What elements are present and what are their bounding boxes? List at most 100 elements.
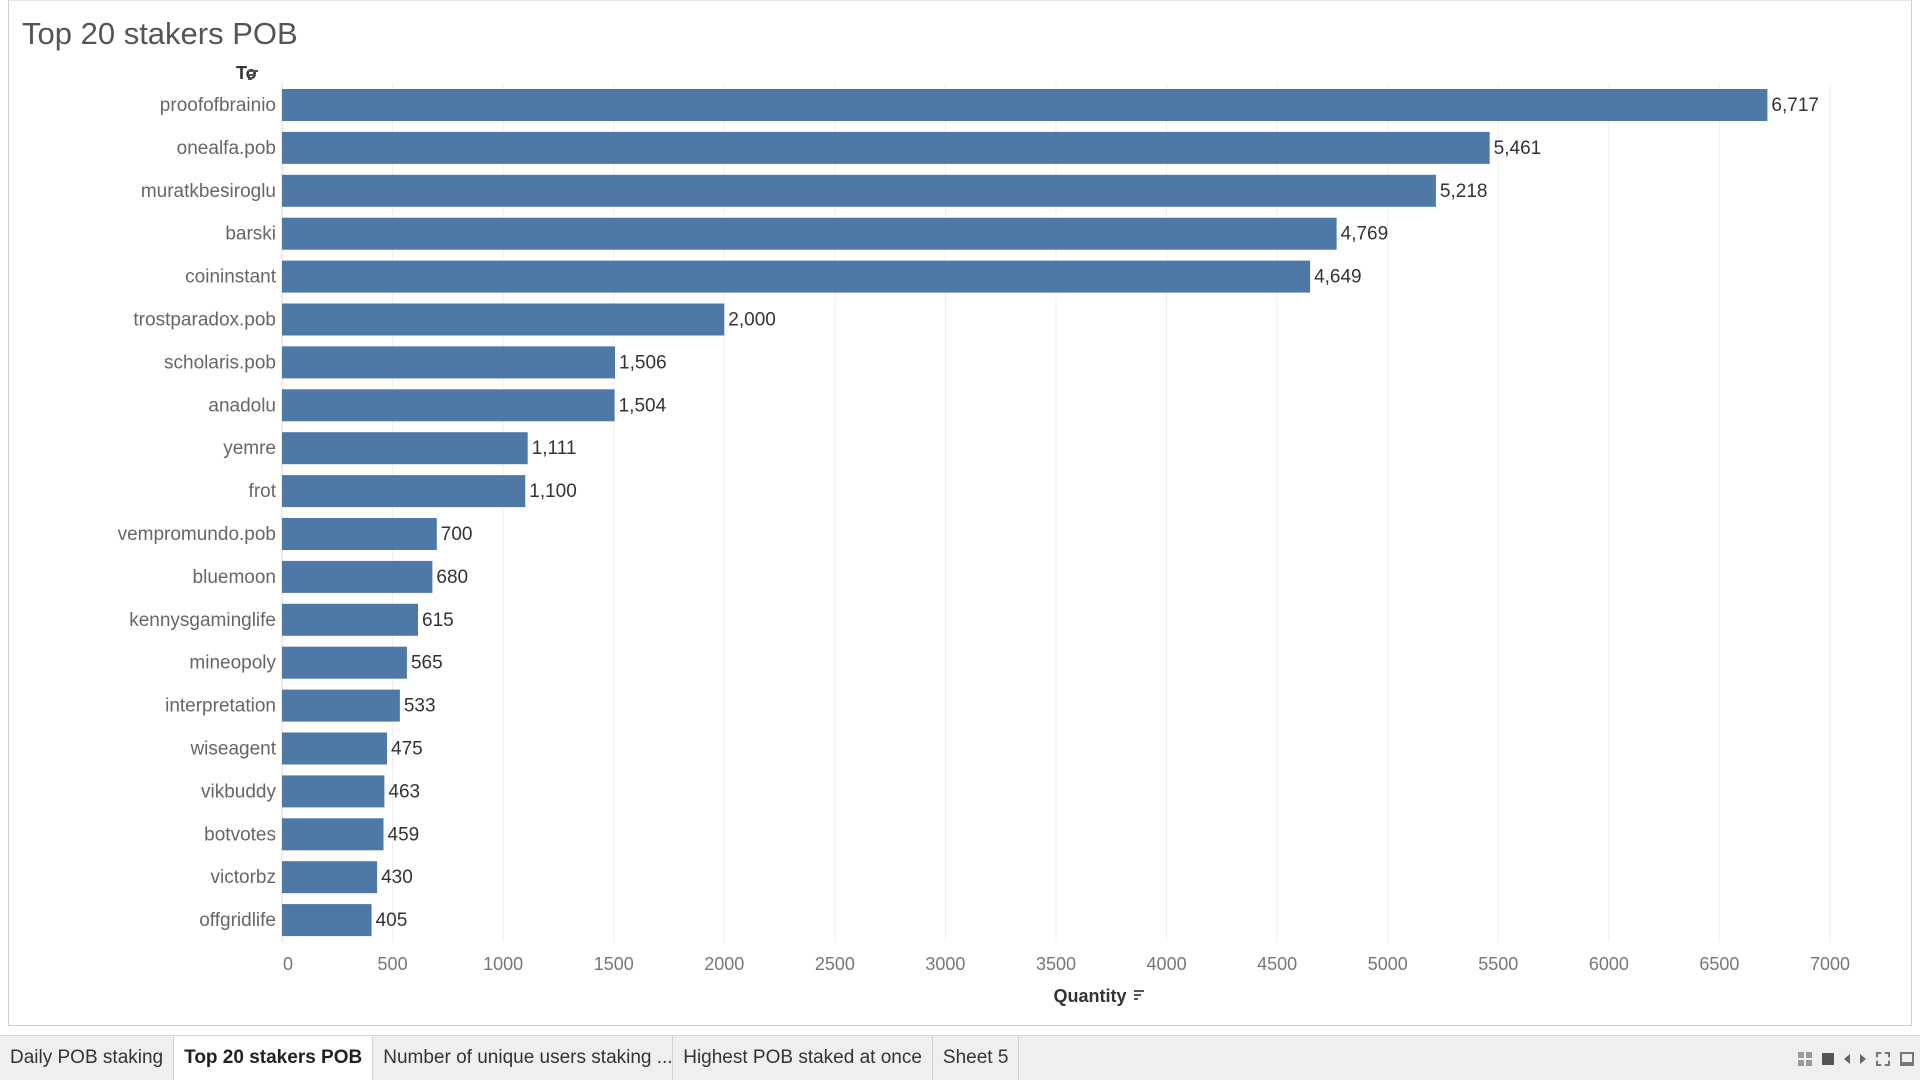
category-label[interactable]: kennysgaminglife	[129, 610, 276, 631]
x-tick-label: 7000	[1810, 954, 1850, 974]
category-label[interactable]: barski	[225, 224, 276, 245]
value-label: 4,649	[1314, 267, 1362, 288]
tab-top-20-stakers-pob[interactable]: Top 20 stakers POB	[174, 1036, 374, 1080]
bar-frot[interactable]	[282, 475, 526, 508]
value-label: 615	[422, 610, 454, 631]
bar-muratkbesiroglu[interactable]	[282, 174, 1436, 207]
value-label: 4,769	[1341, 224, 1389, 245]
category-label[interactable]: botvotes	[204, 824, 276, 845]
presentation-mode-icon[interactable]	[1900, 1052, 1914, 1066]
bar-victorbz[interactable]	[282, 861, 378, 894]
x-tick-label: 1000	[483, 954, 523, 974]
value-label: 405	[376, 910, 408, 931]
bar-wiseagent[interactable]	[282, 732, 388, 765]
value-label: 1,100	[529, 481, 577, 502]
tab-sheet-5[interactable]: Sheet 5	[933, 1036, 1020, 1080]
category-label[interactable]: interpretation	[165, 696, 276, 717]
category-label[interactable]: anadolu	[208, 395, 276, 416]
bar-mineopoly[interactable]	[282, 646, 407, 679]
x-tick-label: 2000	[704, 954, 744, 974]
x-tick-label: 3000	[925, 954, 965, 974]
value-label: 459	[388, 824, 420, 845]
bar-interpretation[interactable]	[282, 689, 400, 722]
bars	[282, 89, 1768, 937]
x-tick-label: 0	[283, 954, 293, 974]
bar-anadolu[interactable]	[282, 389, 615, 422]
bar-scholaris.pob[interactable]	[282, 346, 616, 379]
value-label: 1,504	[619, 395, 667, 416]
fullscreen-icon[interactable]	[1876, 1052, 1890, 1066]
x-tick-label: 6500	[1699, 954, 1739, 974]
value-labels: 6,717 5,461 5,218 4,769 4,649 2,000 1,506 1,504…	[376, 95, 1819, 931]
category-label[interactable]: trostparadox.pob	[133, 310, 276, 331]
category-label[interactable]: coininstant	[185, 267, 277, 288]
value-label: 680	[436, 567, 468, 588]
value-label: 2,000	[728, 310, 776, 331]
bar-proofofbrainio[interactable]	[282, 89, 1768, 121]
category-label[interactable]: vempromundo.pob	[118, 524, 276, 545]
bar-coininstant[interactable]	[282, 260, 1311, 293]
bar-botvotes[interactable]	[282, 818, 384, 851]
category-label[interactable]: victorbz	[211, 867, 276, 888]
bar-chart: proofofbrainio onealfa.pob muratkbesiroglu…	[118, 63, 1850, 1006]
value-label: 1,111	[532, 438, 577, 459]
x-tick-label: 5500	[1478, 954, 1518, 974]
category-label[interactable]: onealfa.pob	[177, 138, 276, 159]
grid-view-icon[interactable]	[1798, 1052, 1812, 1066]
value-label: 430	[381, 867, 413, 888]
bar-barski[interactable]	[282, 217, 1337, 250]
sort-icon[interactable]	[1134, 990, 1144, 1000]
category-label[interactable]: bluemoon	[193, 567, 276, 588]
bar-trostparadox.pob[interactable]	[282, 303, 725, 336]
category-label[interactable]: proofofbrainio	[160, 95, 276, 116]
bar-bluemoon[interactable]	[282, 560, 433, 593]
bar-yemre[interactable]	[282, 432, 528, 465]
sheet-navigation	[1798, 1047, 1914, 1071]
x-tick-label: 2500	[815, 954, 855, 974]
value-label: 6,717	[1771, 95, 1819, 116]
value-label: 5,218	[1440, 181, 1488, 202]
category-label[interactable]: wiseagent	[189, 739, 276, 760]
arrow-left-icon[interactable]	[1844, 1054, 1850, 1064]
category-labels: proofofbrainio onealfa.pob muratkbesiroglu…	[118, 95, 277, 931]
bar-onealfa.pob[interactable]	[282, 131, 1490, 164]
value-label: 700	[441, 524, 473, 545]
sort-icon[interactable]	[248, 70, 258, 80]
viz-frame	[8, 0, 1912, 1026]
bar-offgridlife[interactable]	[282, 904, 372, 937]
value-label: 463	[388, 781, 420, 802]
y-axis-title[interactable]: To	[236, 63, 257, 83]
value-label: 475	[391, 739, 423, 760]
category-label[interactable]: scholaris.pob	[164, 352, 276, 373]
tab-daily-pob-staking[interactable]: Daily POB staking	[0, 1036, 175, 1080]
bar-kennysgaminglife[interactable]	[282, 603, 419, 636]
bar-vikbuddy[interactable]	[282, 775, 385, 808]
category-label[interactable]: vikbuddy	[201, 781, 276, 802]
x-tick-label: 1500	[594, 954, 634, 974]
x-tick-label: 4000	[1147, 954, 1187, 974]
x-tick-label: 3500	[1036, 954, 1076, 974]
category-label[interactable]: frot	[249, 481, 277, 502]
arrow-right-icon[interactable]	[1860, 1054, 1866, 1064]
sheet-tab-strip: Daily POB staking Top 20 stakers POB Num…	[0, 1035, 1920, 1080]
category-label[interactable]: muratkbesiroglu	[141, 181, 276, 202]
gridlines	[281, 84, 1831, 942]
tab-unique-users-staking[interactable]: Number of unique users staking ...	[373, 1036, 674, 1080]
category-label[interactable]: offgridlife	[199, 910, 276, 931]
x-tick-label: 500	[378, 954, 408, 974]
bar-vempromundo.pob[interactable]	[282, 518, 437, 550]
value-label: 533	[404, 696, 436, 717]
tab-highest-pob-staked[interactable]: Highest POB staked at once	[673, 1036, 933, 1080]
category-label[interactable]: mineopoly	[189, 653, 276, 674]
x-tick-labels: 0 500 1000 1500 2000 2500 3000 3500 4000 4500 5000…	[283, 954, 1850, 974]
x-axis-title[interactable]: Quantity	[1053, 986, 1126, 1006]
value-label: 565	[411, 653, 443, 674]
x-tick-label: 6000	[1589, 954, 1629, 974]
x-tick-label: 5000	[1368, 954, 1408, 974]
value-label: 5,461	[1494, 138, 1542, 159]
category-label[interactable]: yemre	[223, 438, 276, 459]
chart-title: Top 20 stakers POB	[22, 16, 298, 51]
x-tick-label: 4500	[1257, 954, 1297, 974]
value-label: 1,506	[619, 352, 667, 373]
filmstrip-view-icon[interactable]	[1822, 1053, 1834, 1065]
